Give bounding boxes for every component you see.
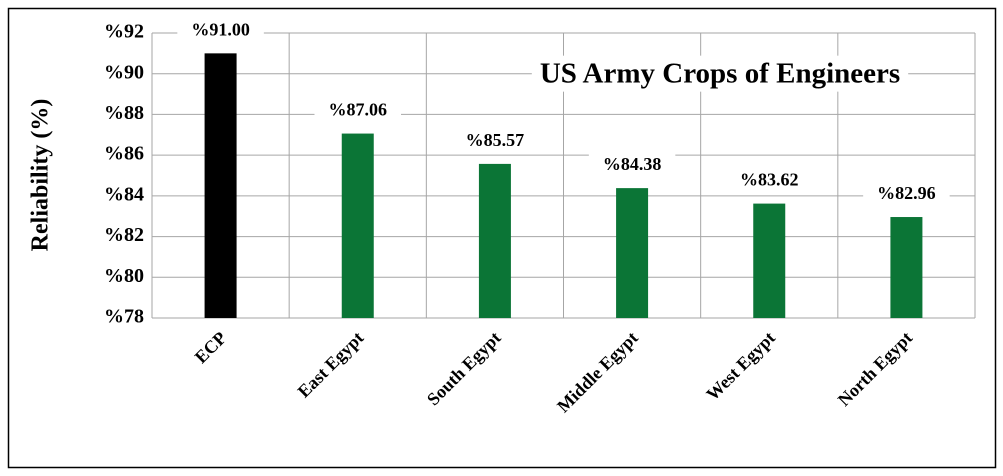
y-tick-label: %84 — [104, 183, 144, 205]
bar — [478, 163, 511, 318]
y-tick-label: %92 — [104, 21, 144, 43]
chart-title-bg — [531, 55, 909, 92]
y-axis-label: Reliability (%) — [28, 99, 54, 252]
y-tick-label: %78 — [104, 306, 144, 328]
y-tick-label: %86 — [104, 143, 144, 165]
bar — [204, 53, 237, 318]
y-tick-label: %82 — [104, 224, 144, 246]
y-tick-label: %80 — [104, 265, 144, 287]
data-label-bg — [726, 167, 813, 192]
bar — [753, 203, 786, 318]
data-label: %85.57 — [466, 130, 525, 150]
data-label-bg — [588, 152, 676, 177]
data-label: %82.96 — [877, 183, 936, 203]
bar — [341, 133, 374, 318]
bar — [616, 188, 649, 318]
data-label-bg — [863, 181, 950, 206]
y-tick-label: %88 — [104, 102, 144, 124]
bar — [890, 217, 923, 318]
chart-title: US Army Crops of Engineers — [540, 58, 900, 90]
y-tick-label: %90 — [104, 61, 144, 83]
data-label: %83.62 — [740, 170, 799, 190]
data-label: %84.38 — [603, 154, 662, 174]
data-label-bg — [451, 128, 539, 153]
data-label: %91.00 — [191, 19, 250, 39]
data-label-bg — [177, 17, 264, 42]
data-label: %87.06 — [329, 100, 388, 120]
data-label-bg — [314, 97, 401, 122]
